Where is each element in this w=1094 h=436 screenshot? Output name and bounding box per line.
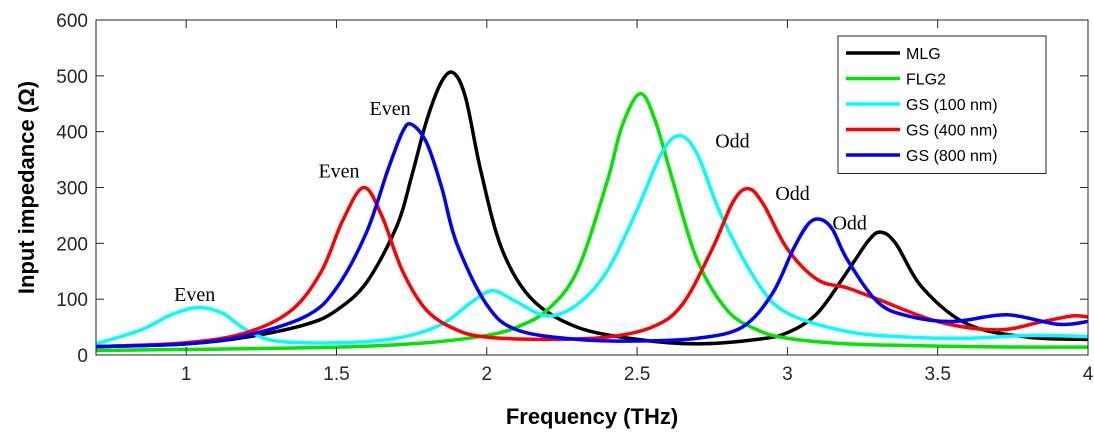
x-tick-label: 2.5 <box>624 364 650 385</box>
annotation-label: Odd <box>715 130 749 152</box>
y-tick-label: 200 <box>56 234 88 255</box>
annotation-label: Odd <box>832 212 866 234</box>
x-tick-label: 3.5 <box>924 364 950 385</box>
y-tick-label: 600 <box>56 11 88 32</box>
annotation-label: Even <box>370 98 411 120</box>
annotation-label: Even <box>174 284 215 306</box>
legend-label-gs-100-nm: GS (100 nm) <box>906 97 998 114</box>
x-tick-label: 3 <box>782 364 793 385</box>
y-tick-label: 300 <box>56 179 88 200</box>
y-tick-label: 0 <box>77 346 88 367</box>
x-tick-label: 1 <box>181 364 192 385</box>
series-line-mlg <box>96 70 1088 349</box>
legend-label-flg2: FLG2 <box>906 72 946 89</box>
legend-label-mlg: MLG <box>906 46 941 63</box>
x-tick-label: 4 <box>1083 364 1094 385</box>
x-axis-label: Frequency (THz) <box>506 404 678 429</box>
series-line-gs-100-nm <box>96 133 1088 346</box>
series-layer <box>96 70 1088 353</box>
annotation-label: Even <box>318 160 359 182</box>
legend: MLG FLG2 GS (100 nm) GS (400 nm) GS (800 nm) <box>837 35 1047 174</box>
y-tick-label: 100 <box>56 290 88 311</box>
x-tick-label: 1.5 <box>323 364 349 385</box>
y-axis-label: Input impedance (Ω) <box>14 81 39 294</box>
annotation-label: Odd <box>775 183 809 205</box>
tick-layer: 1 1.5 2 2.5 3 3.5 4 0 100 200 300 400 500 600 <box>56 11 1093 385</box>
annotation-layer: Even Even Even Odd Odd Odd <box>174 98 867 306</box>
y-tick-label: 400 <box>56 123 88 144</box>
legend-label-gs-400-nm: GS (400 nm) <box>906 123 998 140</box>
series-line-gs-800-nm <box>96 121 1088 349</box>
series-line-flg2 <box>96 91 1088 353</box>
legend-label-gs-800-nm: GS (800 nm) <box>906 148 998 165</box>
x-tick-label: 2 <box>481 364 492 385</box>
y-tick-label: 500 <box>56 67 88 88</box>
series-line-gs-400-nm <box>96 185 1088 349</box>
